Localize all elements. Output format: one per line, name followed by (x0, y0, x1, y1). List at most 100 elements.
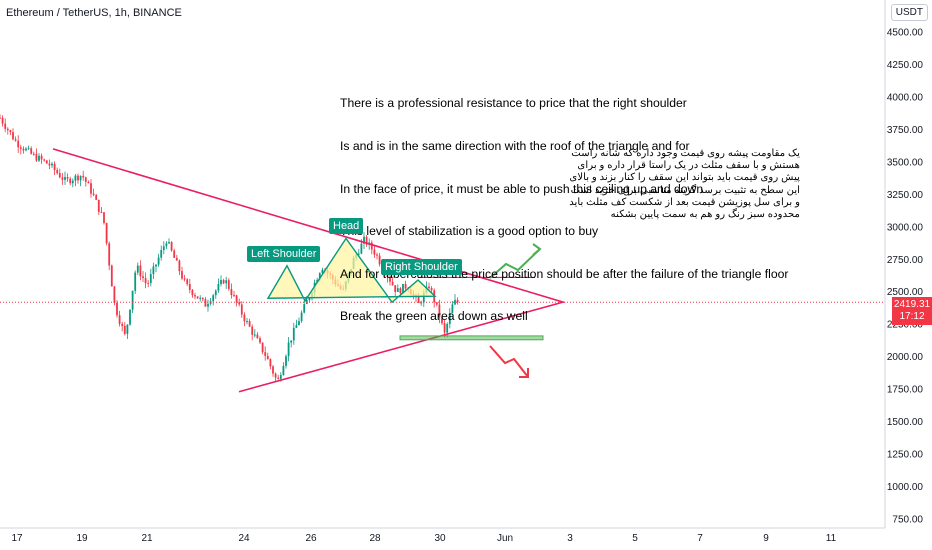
candle-body (82, 175, 85, 178)
candle-body (56, 170, 59, 174)
candle-body (376, 254, 378, 256)
candle-body (162, 246, 165, 251)
persian-note-line: و برای سل پوزیشن قیمت بعد از شکست کف مثل… (569, 196, 800, 208)
candle-body (196, 296, 199, 299)
candle-body (269, 359, 272, 367)
head-label: Head (329, 218, 364, 234)
candle-body (217, 284, 220, 291)
candle-body (97, 199, 100, 212)
candle-body (391, 281, 394, 286)
candle-body (139, 265, 142, 277)
price-tick-label: 3000.00 (887, 222, 924, 233)
candle-body (420, 302, 423, 304)
time-tick-label: 24 (238, 533, 250, 544)
candle-body (428, 286, 430, 289)
candle-body (43, 159, 46, 161)
candle-body (118, 315, 121, 324)
candle-body (396, 288, 399, 292)
candle-body (58, 173, 61, 178)
price-tick-label: 2500.00 (887, 287, 924, 298)
candle-body (266, 355, 269, 360)
candle-body (290, 340, 293, 343)
candle-body (14, 139, 17, 141)
candle-body (378, 255, 381, 265)
candle-body (274, 373, 277, 378)
time-tick-label: 19 (76, 533, 88, 544)
persian-note-line: یک مقاومت پیشه روی قیمت وجود داره که شان… (571, 148, 800, 159)
candle-body (204, 299, 207, 307)
bar-countdown: 17:12 (899, 311, 925, 322)
candle-body (90, 183, 92, 194)
candle-body (430, 288, 433, 291)
candle-body (123, 325, 126, 334)
candle-body (441, 317, 443, 324)
price-tick-label: 1750.00 (887, 385, 924, 396)
candle-body (175, 257, 178, 261)
candle-body (207, 303, 209, 307)
candle-body (422, 292, 425, 303)
overlays-group (0, 148, 885, 393)
candle-body (253, 334, 256, 336)
english-note-line: And for tuberculosis the price position … (340, 266, 789, 281)
time-tick-label: 5 (632, 533, 638, 544)
time-tick-label: 11 (826, 533, 837, 544)
candle-body (292, 327, 295, 341)
time-tick-label: 7 (697, 533, 703, 544)
price-axis-background (885, 0, 932, 550)
candle-body (173, 250, 176, 258)
english-note-line: This level of stabilization is a good op… (340, 224, 599, 239)
candle-body (454, 299, 456, 305)
candle-body (220, 280, 222, 285)
candle-body (446, 323, 449, 333)
candle-body (108, 243, 111, 266)
candle-body (186, 279, 189, 285)
candle-body (165, 243, 168, 247)
candle-body (363, 236, 365, 244)
candle-body (121, 323, 124, 326)
bullish-arrow-head-icon (532, 243, 542, 256)
time-tick-label: 3 (567, 533, 573, 544)
currency-button[interactable]: USDT (890, 4, 928, 21)
candle-body (295, 325, 298, 328)
candle-body (225, 280, 228, 284)
candle-body (448, 312, 451, 324)
candle-body (129, 309, 131, 325)
candle-body (131, 290, 134, 310)
time-tick-label: 21 (141, 533, 153, 544)
time-tick-label: 26 (305, 533, 317, 544)
price-tick-label: 4500.00 (887, 28, 924, 39)
candle-body (287, 342, 290, 357)
price-tick-label: 3250.00 (887, 190, 924, 201)
time-tick-label: 17 (11, 533, 23, 544)
price-tick-label: 1250.00 (887, 450, 924, 461)
candle-body (155, 264, 157, 267)
candle-body (261, 342, 264, 353)
candle-body (308, 297, 311, 301)
english-note-line: Break the green area down as well (340, 309, 528, 324)
candle-body (357, 253, 360, 255)
time-tick-label: 30 (434, 533, 446, 544)
english-note-line: There is a professional resistance to pr… (340, 96, 687, 111)
candle-body (170, 242, 173, 251)
candle-body (191, 289, 194, 296)
candle-body (259, 338, 261, 343)
english-note-line: Is and is in the same direction with the… (340, 139, 690, 154)
last-price-tag: 2419.31 17:12 (892, 297, 932, 325)
candle-body (360, 243, 363, 254)
candle-body (87, 181, 90, 184)
candle-body (30, 148, 33, 154)
persian-note-line: هستش و با سقف مثلث در یک راستا قرار داره… (577, 160, 800, 172)
candle-body (160, 250, 163, 258)
head-and-shoulders-pattern (266, 237, 437, 304)
english-note: There is a professional resistance to pr… (340, 68, 789, 352)
candle-body (238, 302, 241, 305)
bearish-scenario-arrow (489, 345, 529, 378)
candle-body (0, 117, 1, 119)
candle-body (22, 148, 25, 151)
bearish-arrow-head-icon (519, 368, 529, 378)
price-tick-label: 2250.00 (887, 320, 924, 331)
candle-body (126, 324, 129, 334)
candle-body (134, 272, 137, 291)
